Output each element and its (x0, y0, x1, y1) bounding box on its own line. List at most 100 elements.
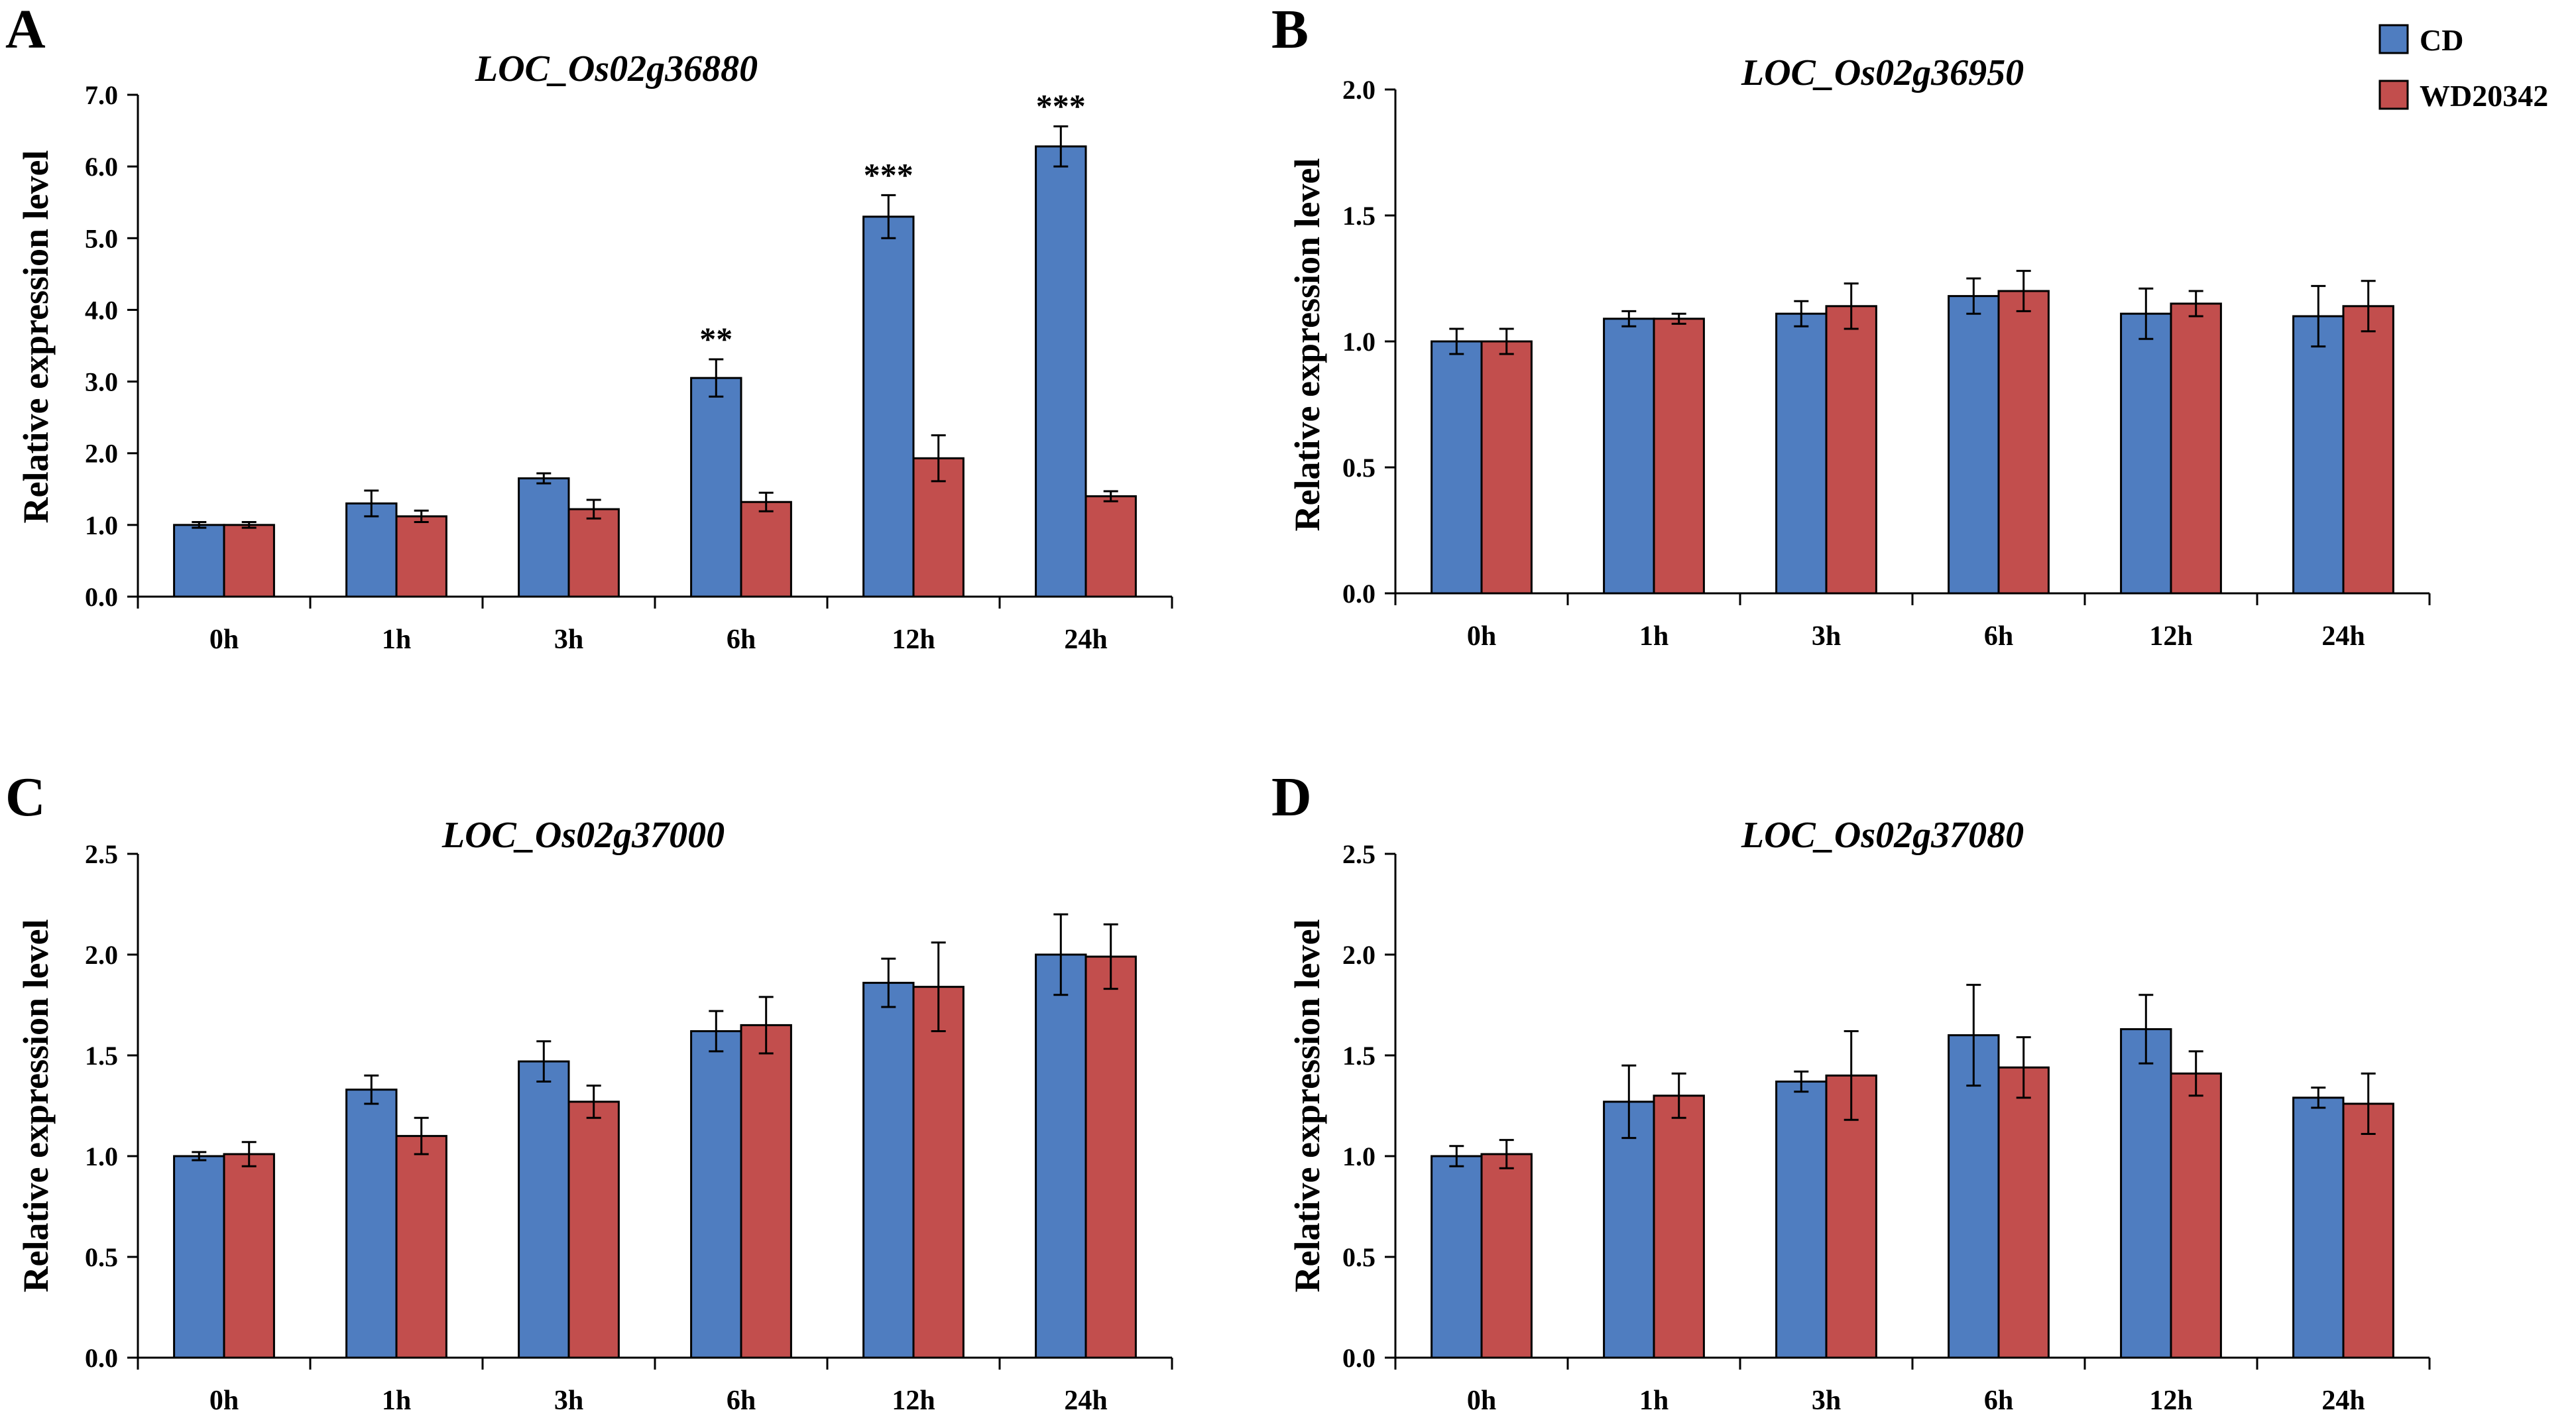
bar-wd20342 (395, 1135, 447, 1359)
x-tick-label: 12h (2149, 621, 2192, 652)
y-tick-label: 1.0 (85, 510, 118, 540)
y-tick-label: 5.0 (85, 223, 118, 253)
bar-cd (1603, 318, 1655, 595)
bar-cd (518, 1060, 570, 1359)
x-tick-label: 1h (1639, 1386, 1669, 1416)
y-axis-label: Relative expression level (1287, 158, 1327, 532)
x-tick-label: 0h (209, 624, 239, 655)
chart-title: LOC_Os02g37080 (1741, 815, 2024, 856)
x-tick-label: 0h (1467, 1386, 1496, 1416)
significance-label: *** (1036, 88, 1086, 125)
plot-area: 0h 1h 3h ** 6h *** 12h *** 24h 0.0 1.0 2.0 3.0 4.0 5.0… (85, 80, 1173, 655)
panel-letter: C (5, 766, 46, 828)
y-tick-label: 1.5 (1342, 1041, 1376, 1071)
bar-wd20342 (567, 1100, 620, 1359)
bar-wd20342 (2170, 302, 2222, 595)
y-axis-label: Relative expression level (16, 150, 56, 524)
y-tick-label: 2.0 (1342, 75, 1376, 105)
bar-cd (518, 477, 570, 598)
y-tick-label: 1.5 (1342, 201, 1376, 231)
bar-wd20342 (1997, 290, 2050, 595)
bar-cd (1035, 145, 1087, 598)
x-tick-label: 6h (727, 624, 756, 655)
y-axis-label: Relative expression level (1287, 919, 1327, 1293)
legend-label-wd20342: WD20342 (2420, 79, 2548, 113)
bar-wd20342 (223, 524, 275, 598)
bar-cd (1603, 1100, 1655, 1359)
x-tick-label: 24h (2321, 621, 2365, 652)
bar-wd20342 (223, 1153, 275, 1359)
bar-cd (2120, 312, 2172, 595)
x-tick-label: 1h (382, 624, 411, 655)
bar-cd (173, 1155, 225, 1359)
y-axis-label: Relative expression level (16, 919, 56, 1293)
plot-area: 0h 1h 3h 6h 12h 24h 0.0 0.5 1.0 1.5 2.0 2.5 (85, 839, 1173, 1416)
bar-cd (690, 1030, 742, 1359)
plot-area: 0h 1h 3h 6h 12h 24h 0.0 0.5 1.0 1.5 2.0 (1342, 75, 2431, 652)
y-tick-label: 0.0 (85, 582, 118, 612)
x-tick-label: 6h (727, 1386, 756, 1416)
y-tick-label: 1.0 (1342, 327, 1376, 357)
x-tick-label: 3h (1812, 1386, 1841, 1416)
panel-letter: B (1271, 0, 1309, 60)
chart-title: LOC_Os02g36950 (1741, 52, 2024, 93)
y-tick-label: 1.0 (1342, 1142, 1376, 1171)
chart-title: LOC_Os02g37000 (441, 815, 725, 856)
bar-wd20342 (1653, 1094, 1705, 1359)
bar-wd20342 (1480, 1153, 1533, 1359)
bar-wd20342 (1653, 318, 1705, 595)
legend: CD WD20342 (2378, 23, 2548, 113)
y-tick-label: 1.0 (85, 1142, 118, 1171)
bar-wd20342 (912, 986, 965, 1359)
bar-cd (173, 524, 225, 598)
y-tick-label: 1.5 (85, 1041, 118, 1071)
bar-wd20342 (1084, 955, 1137, 1359)
y-tick-label: 0.5 (1342, 1242, 1376, 1272)
panel-d: D LOC_Os02g37080 Relative expression lev… (1271, 766, 2431, 1416)
y-tick-label: 7.0 (85, 80, 118, 110)
legend-swatch-cd (2378, 24, 2409, 54)
y-tick-label: 4.0 (85, 295, 118, 325)
x-tick-label: 1h (382, 1386, 411, 1416)
bar-cd (2120, 1028, 2172, 1359)
bar-wd20342 (395, 515, 447, 598)
y-tick-label: 0.0 (1342, 579, 1376, 609)
y-tick-label: 0.0 (85, 1343, 118, 1373)
x-tick-label: 0h (1467, 621, 1496, 652)
bar-wd20342 (1480, 340, 1533, 595)
x-tick-label: 1h (1639, 621, 1669, 652)
y-tick-label: 2.0 (85, 940, 118, 970)
plot-area: 0h 1h 3h 6h 12h 24h 0.0 0.5 1.0 1.5 2.0 2.5 (1342, 839, 2431, 1416)
y-tick-label: 0.0 (1342, 1343, 1376, 1373)
bar-cd (1775, 312, 1828, 595)
bar-cd (2292, 1096, 2345, 1359)
y-tick-label: 2.0 (85, 439, 118, 469)
chart-title: LOC_Os02g36880 (475, 48, 758, 89)
y-tick-label: 0.5 (85, 1242, 118, 1272)
bar-cd (1775, 1081, 1828, 1359)
bar-wd20342 (2342, 1102, 2394, 1359)
x-tick-label: 24h (2321, 1386, 2365, 1416)
x-tick-label: 12h (892, 624, 935, 655)
bar-wd20342 (567, 508, 620, 598)
panel-a: A LOC_Os02g36880 Relative expression lev… (5, 0, 1173, 655)
significance-label: ** (699, 320, 732, 357)
y-tick-label: 2.5 (85, 839, 118, 869)
bar-cd (690, 377, 742, 598)
bar-wd20342 (1997, 1066, 2050, 1359)
legend-swatch-wd20342 (2378, 80, 2409, 110)
y-tick-label: 2.0 (1342, 940, 1376, 970)
significance-label: *** (864, 156, 913, 193)
y-tick-label: 6.0 (85, 152, 118, 182)
x-tick-label: 6h (1984, 621, 2013, 652)
y-tick-label: 3.0 (85, 367, 118, 397)
bar-cd (345, 502, 398, 598)
bar-cd (2292, 315, 2345, 595)
bar-cd (1431, 340, 1483, 595)
x-tick-label: 6h (1984, 1386, 2013, 1416)
panel-b: B LOC_Os02g36950 Relative expression lev… (1271, 0, 2431, 652)
bar-cd (862, 982, 915, 1359)
bar-wd20342 (1084, 495, 1137, 598)
panel-c: C LOC_Os02g37000 Relative expression lev… (5, 766, 1173, 1416)
